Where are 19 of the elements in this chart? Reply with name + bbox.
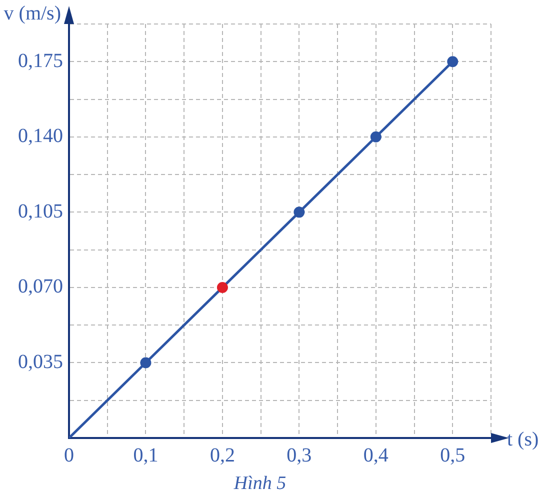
x-tick-label: 0: [64, 444, 74, 466]
x-tick-label: 0,1: [133, 444, 158, 466]
point: [294, 206, 305, 218]
y-tick-label: 0,105: [18, 200, 63, 222]
point: [140, 357, 152, 368]
point: [447, 56, 458, 68]
x-tick-label: 0,3: [286, 444, 312, 466]
y-tick-label: 0,035: [18, 350, 63, 373]
y-axis-title: v (m/s): [4, 2, 61, 24]
y-tick-label: 0,140: [18, 125, 63, 148]
point: [370, 131, 382, 142]
y-tick-label: 0,175: [18, 50, 63, 72]
x-axis-title: t (s): [507, 428, 539, 450]
point: [216, 282, 228, 293]
text: Hình 5: [232, 473, 286, 494]
y-tick-label: 0,070: [18, 276, 63, 298]
x-tick-label: 0,4: [363, 444, 388, 466]
x-tick-label: 0,2: [210, 444, 235, 466]
x-tick-label: 0,5: [440, 444, 466, 466]
